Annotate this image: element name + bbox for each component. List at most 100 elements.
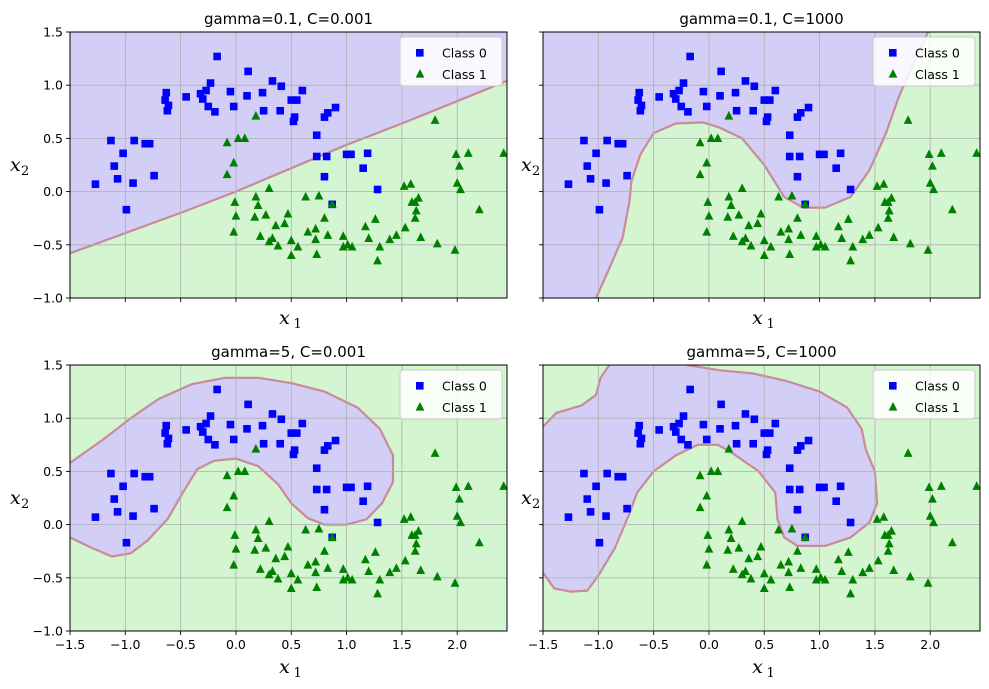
class0-point <box>762 450 771 459</box>
class0-point <box>603 136 611 145</box>
class1-point <box>311 567 321 577</box>
class0-point <box>289 450 298 459</box>
class1-point <box>286 235 296 245</box>
x-axis-label: x <box>752 307 763 329</box>
class0-point <box>635 421 644 430</box>
class1-point <box>746 573 756 583</box>
class0-point <box>312 464 321 473</box>
legend-box <box>872 369 976 420</box>
class1-point <box>724 191 734 201</box>
legend-class0-marker <box>416 382 424 390</box>
class1-point <box>286 583 296 593</box>
class1-point <box>784 234 794 244</box>
class0-point <box>686 52 694 61</box>
chart-title: gamma=0.1, C=0.001 <box>204 10 373 28</box>
class1-point <box>301 524 311 534</box>
class0-point <box>226 420 235 429</box>
points-layer <box>564 385 980 598</box>
class0-point <box>323 109 332 117</box>
legend-box <box>872 36 976 87</box>
class0-point <box>586 508 595 516</box>
class0-point <box>145 139 154 148</box>
class1-point <box>452 178 462 187</box>
class0-point <box>113 175 122 183</box>
class0-point <box>182 93 190 101</box>
class1-point <box>293 241 303 251</box>
class0-point <box>363 482 372 491</box>
class1-point <box>833 554 843 564</box>
class1-point <box>261 210 271 219</box>
class0-point <box>323 442 332 450</box>
class1-point <box>400 222 410 232</box>
class1-point <box>229 227 239 236</box>
class0-point <box>671 428 680 436</box>
class1-point <box>728 564 738 573</box>
y-tick-label: −0.5 <box>33 237 63 252</box>
class0-point <box>586 175 595 183</box>
class0-point <box>320 505 329 514</box>
class0-point <box>602 179 610 187</box>
class0-point <box>322 485 331 494</box>
class0-point <box>815 483 824 492</box>
class0-point <box>785 464 794 473</box>
class1-point <box>410 546 420 555</box>
class1-point <box>231 211 241 220</box>
class1-point <box>785 249 795 258</box>
class1-point <box>744 553 754 563</box>
y-tick-label: 1.5 <box>43 358 63 373</box>
class1-point <box>884 538 894 548</box>
class0-point <box>669 89 678 98</box>
class0-point <box>347 483 355 492</box>
class1-point <box>924 149 934 158</box>
class0-point <box>202 419 210 428</box>
class0-point <box>741 77 750 85</box>
class1-point <box>811 231 821 240</box>
class0-point <box>129 512 137 520</box>
x-axis-label: x <box>279 307 290 329</box>
class1-point <box>816 239 826 249</box>
class1-point <box>759 583 769 593</box>
axes-frame <box>69 364 508 632</box>
class1-point <box>903 448 913 457</box>
class0-point <box>684 441 692 449</box>
class1-point <box>229 490 239 500</box>
class1-point <box>452 511 462 520</box>
class0-point <box>618 472 627 481</box>
class0-point <box>749 439 758 448</box>
class1-point <box>311 556 321 566</box>
class1-point <box>753 551 763 561</box>
class0-point <box>623 504 631 513</box>
class0-point <box>141 139 150 148</box>
class0-point <box>636 439 645 448</box>
class1-point <box>703 530 713 539</box>
class1-point <box>410 213 420 222</box>
class1-point <box>759 568 769 578</box>
class1-point <box>787 523 797 533</box>
class1-point <box>364 566 374 576</box>
class0-point <box>130 136 138 145</box>
y-axis-label: x <box>10 154 21 176</box>
legend-class1-label: Class 1 <box>915 400 960 415</box>
class0-point <box>163 439 172 448</box>
class0-point <box>836 482 845 491</box>
y-axis-label: x <box>10 487 21 509</box>
class0-point <box>292 429 301 437</box>
class1-point <box>283 541 293 551</box>
x-tick-label: 0.0 <box>699 637 719 652</box>
class1-point <box>820 241 830 251</box>
class1-point <box>724 444 734 453</box>
class0-point <box>623 171 631 180</box>
class0-point <box>298 419 307 428</box>
class0-point <box>820 483 828 492</box>
class1-point <box>370 547 380 556</box>
class0-point <box>312 131 321 140</box>
class1-point <box>456 184 465 194</box>
class1-point <box>905 238 915 248</box>
class0-point <box>198 428 207 436</box>
class1-point <box>784 556 794 566</box>
class1-point <box>250 545 260 554</box>
class0-point <box>796 442 805 450</box>
class0-point <box>161 96 169 104</box>
legend-class1-marker <box>415 402 425 411</box>
